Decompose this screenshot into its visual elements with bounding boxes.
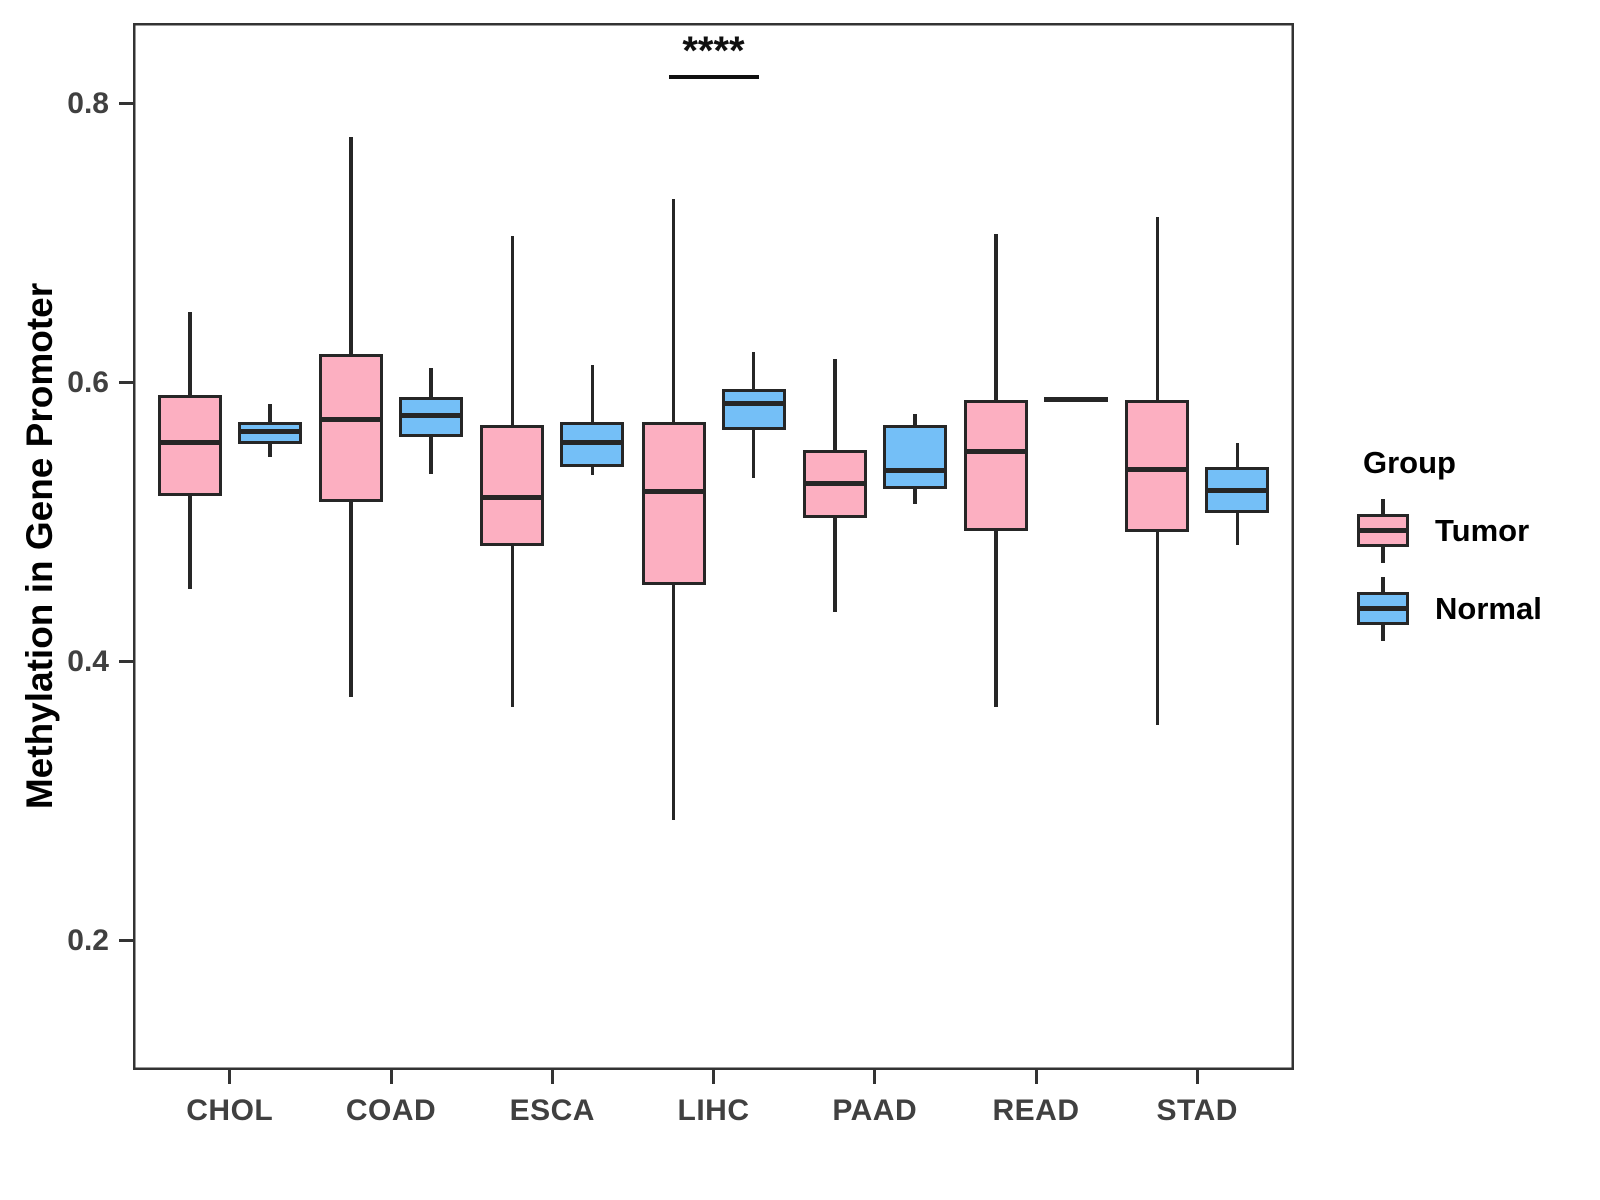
iqr-box-normal-LIHC — [721, 388, 786, 431]
median-tumor-PAAD — [802, 480, 867, 486]
iqr-box-normal-PAAD — [882, 424, 947, 489]
y-tick-label: 0.8 — [67, 86, 109, 120]
legend-title: Group — [1363, 445, 1456, 480]
median-normal-READ — [1044, 397, 1108, 403]
iqr-box-normal-COAD — [399, 396, 463, 438]
median-tumor-READ — [964, 448, 1028, 454]
median-normal-ESCA — [560, 440, 625, 446]
significance-label: **** — [682, 28, 745, 73]
iqr-box-tumor-LIHC — [641, 421, 706, 586]
whisker-normal-LIHC — [751, 352, 756, 478]
iqr-box-tumor-COAD — [319, 353, 383, 502]
whisker-normal-STAD — [1235, 442, 1239, 545]
box-tumor-CHOL — [133, 23, 1294, 1070]
box-normal-ESCA — [133, 23, 1294, 1070]
x-tick-mark — [389, 1070, 393, 1084]
box-tumor-ESCA — [133, 23, 1294, 1070]
x-tick-label-ESCA: ESCA — [509, 1094, 595, 1127]
legend-items: Tumor Normal — [1355, 499, 1542, 641]
box-tumor-STAD — [133, 23, 1294, 1070]
x-tick-mark — [873, 1070, 877, 1084]
box-tumor-READ — [133, 23, 1294, 1070]
legend-item-normal: Normal — [1355, 577, 1542, 641]
legend-boxplot-glyph-tumor — [1355, 499, 1411, 563]
iqr-box-tumor-CHOL — [157, 395, 222, 496]
x-axis-ticks: CHOL COAD ESCA LIHC PAAD READ STAD — [133, 1070, 1294, 1170]
whisker-tumor-CHOL — [188, 311, 192, 590]
median-normal-CHOL — [237, 429, 302, 435]
iqr-box-normal-ESCA — [560, 421, 625, 467]
box-normal-READ — [133, 23, 1294, 1070]
whisker-tumor-READ — [994, 233, 998, 707]
significance-bar — [668, 74, 759, 80]
median-normal-LIHC — [721, 401, 786, 407]
y-tick-label: 0.6 — [67, 365, 109, 399]
y-axis-ticks: 0.2 0.4 0.6 0.8 — [0, 23, 133, 1070]
box-tumor-LIHC — [133, 23, 1294, 1070]
median-tumor-CHOL — [157, 440, 222, 446]
x-tick-label-LIHC: LIHC — [677, 1094, 750, 1127]
median-normal-PAAD — [882, 468, 947, 474]
box-tumor-COAD — [133, 23, 1294, 1070]
median-tumor-ESCA — [480, 494, 545, 500]
y-tick-mark — [119, 939, 133, 943]
y-tick-mark — [119, 102, 133, 106]
box-tumor-PAAD — [133, 23, 1294, 1070]
legend-item-tumor: Tumor — [1355, 499, 1542, 563]
x-tick-mark — [712, 1070, 715, 1084]
iqr-box-tumor-STAD — [1125, 399, 1190, 533]
whisker-normal-COAD — [429, 367, 433, 474]
iqr-box-normal-CHOL — [237, 421, 302, 445]
x-tick-mark — [1195, 1070, 1199, 1084]
x-tick-mark — [550, 1070, 554, 1084]
whisker-tumor-COAD — [349, 137, 353, 697]
legend-glyph-median — [1357, 606, 1409, 611]
box-normal-STAD — [133, 23, 1294, 1070]
box-normal-CHOL — [133, 23, 1294, 1070]
whisker-normal-PAAD — [913, 413, 917, 505]
whisker-tumor-LIHC — [671, 198, 676, 820]
legend-glyph-median — [1357, 528, 1409, 533]
legend: Group Tumor Normal — [1355, 445, 1542, 655]
y-tick-label: 0.2 — [67, 923, 109, 957]
box-normal-PAAD — [133, 23, 1294, 1070]
whisker-normal-CHOL — [268, 403, 272, 457]
x-tick-label-COAD: COAD — [345, 1094, 437, 1127]
box-normal-LIHC — [133, 23, 1294, 1070]
median-normal-STAD — [1205, 487, 1270, 493]
median-tumor-STAD — [1125, 466, 1190, 472]
x-tick-label-STAD: STAD — [1156, 1094, 1238, 1127]
x-tick-mark — [228, 1070, 232, 1084]
whisker-normal-ESCA — [590, 364, 594, 475]
legend-label-normal: Normal — [1435, 591, 1542, 626]
whisker-tumor-STAD — [1155, 216, 1159, 725]
whisker-tumor-PAAD — [833, 359, 837, 612]
median-tumor-COAD — [319, 416, 383, 422]
whisker-tumor-ESCA — [510, 236, 514, 707]
iqr-box-tumor-READ — [964, 399, 1028, 531]
y-tick-mark — [119, 381, 133, 385]
y-tick-label: 0.4 — [67, 644, 109, 678]
median-tumor-LIHC — [641, 489, 706, 495]
x-tick-label-READ: READ — [992, 1094, 1080, 1127]
x-tick-label-CHOL: CHOL — [186, 1094, 274, 1127]
legend-label-tumor: Tumor — [1435, 513, 1530, 548]
median-normal-COAD — [399, 412, 463, 418]
legend-boxplot-glyph-normal — [1355, 577, 1411, 641]
box-normal-COAD — [133, 23, 1294, 1070]
x-tick-mark — [1034, 1070, 1038, 1084]
plot-panel: **** — [133, 23, 1294, 1070]
iqr-box-normal-STAD — [1205, 466, 1270, 513]
y-tick-mark — [119, 660, 133, 664]
iqr-box-tumor-PAAD — [802, 449, 867, 519]
x-tick-label-PAAD: PAAD — [832, 1094, 918, 1127]
iqr-box-tumor-ESCA — [480, 424, 545, 547]
